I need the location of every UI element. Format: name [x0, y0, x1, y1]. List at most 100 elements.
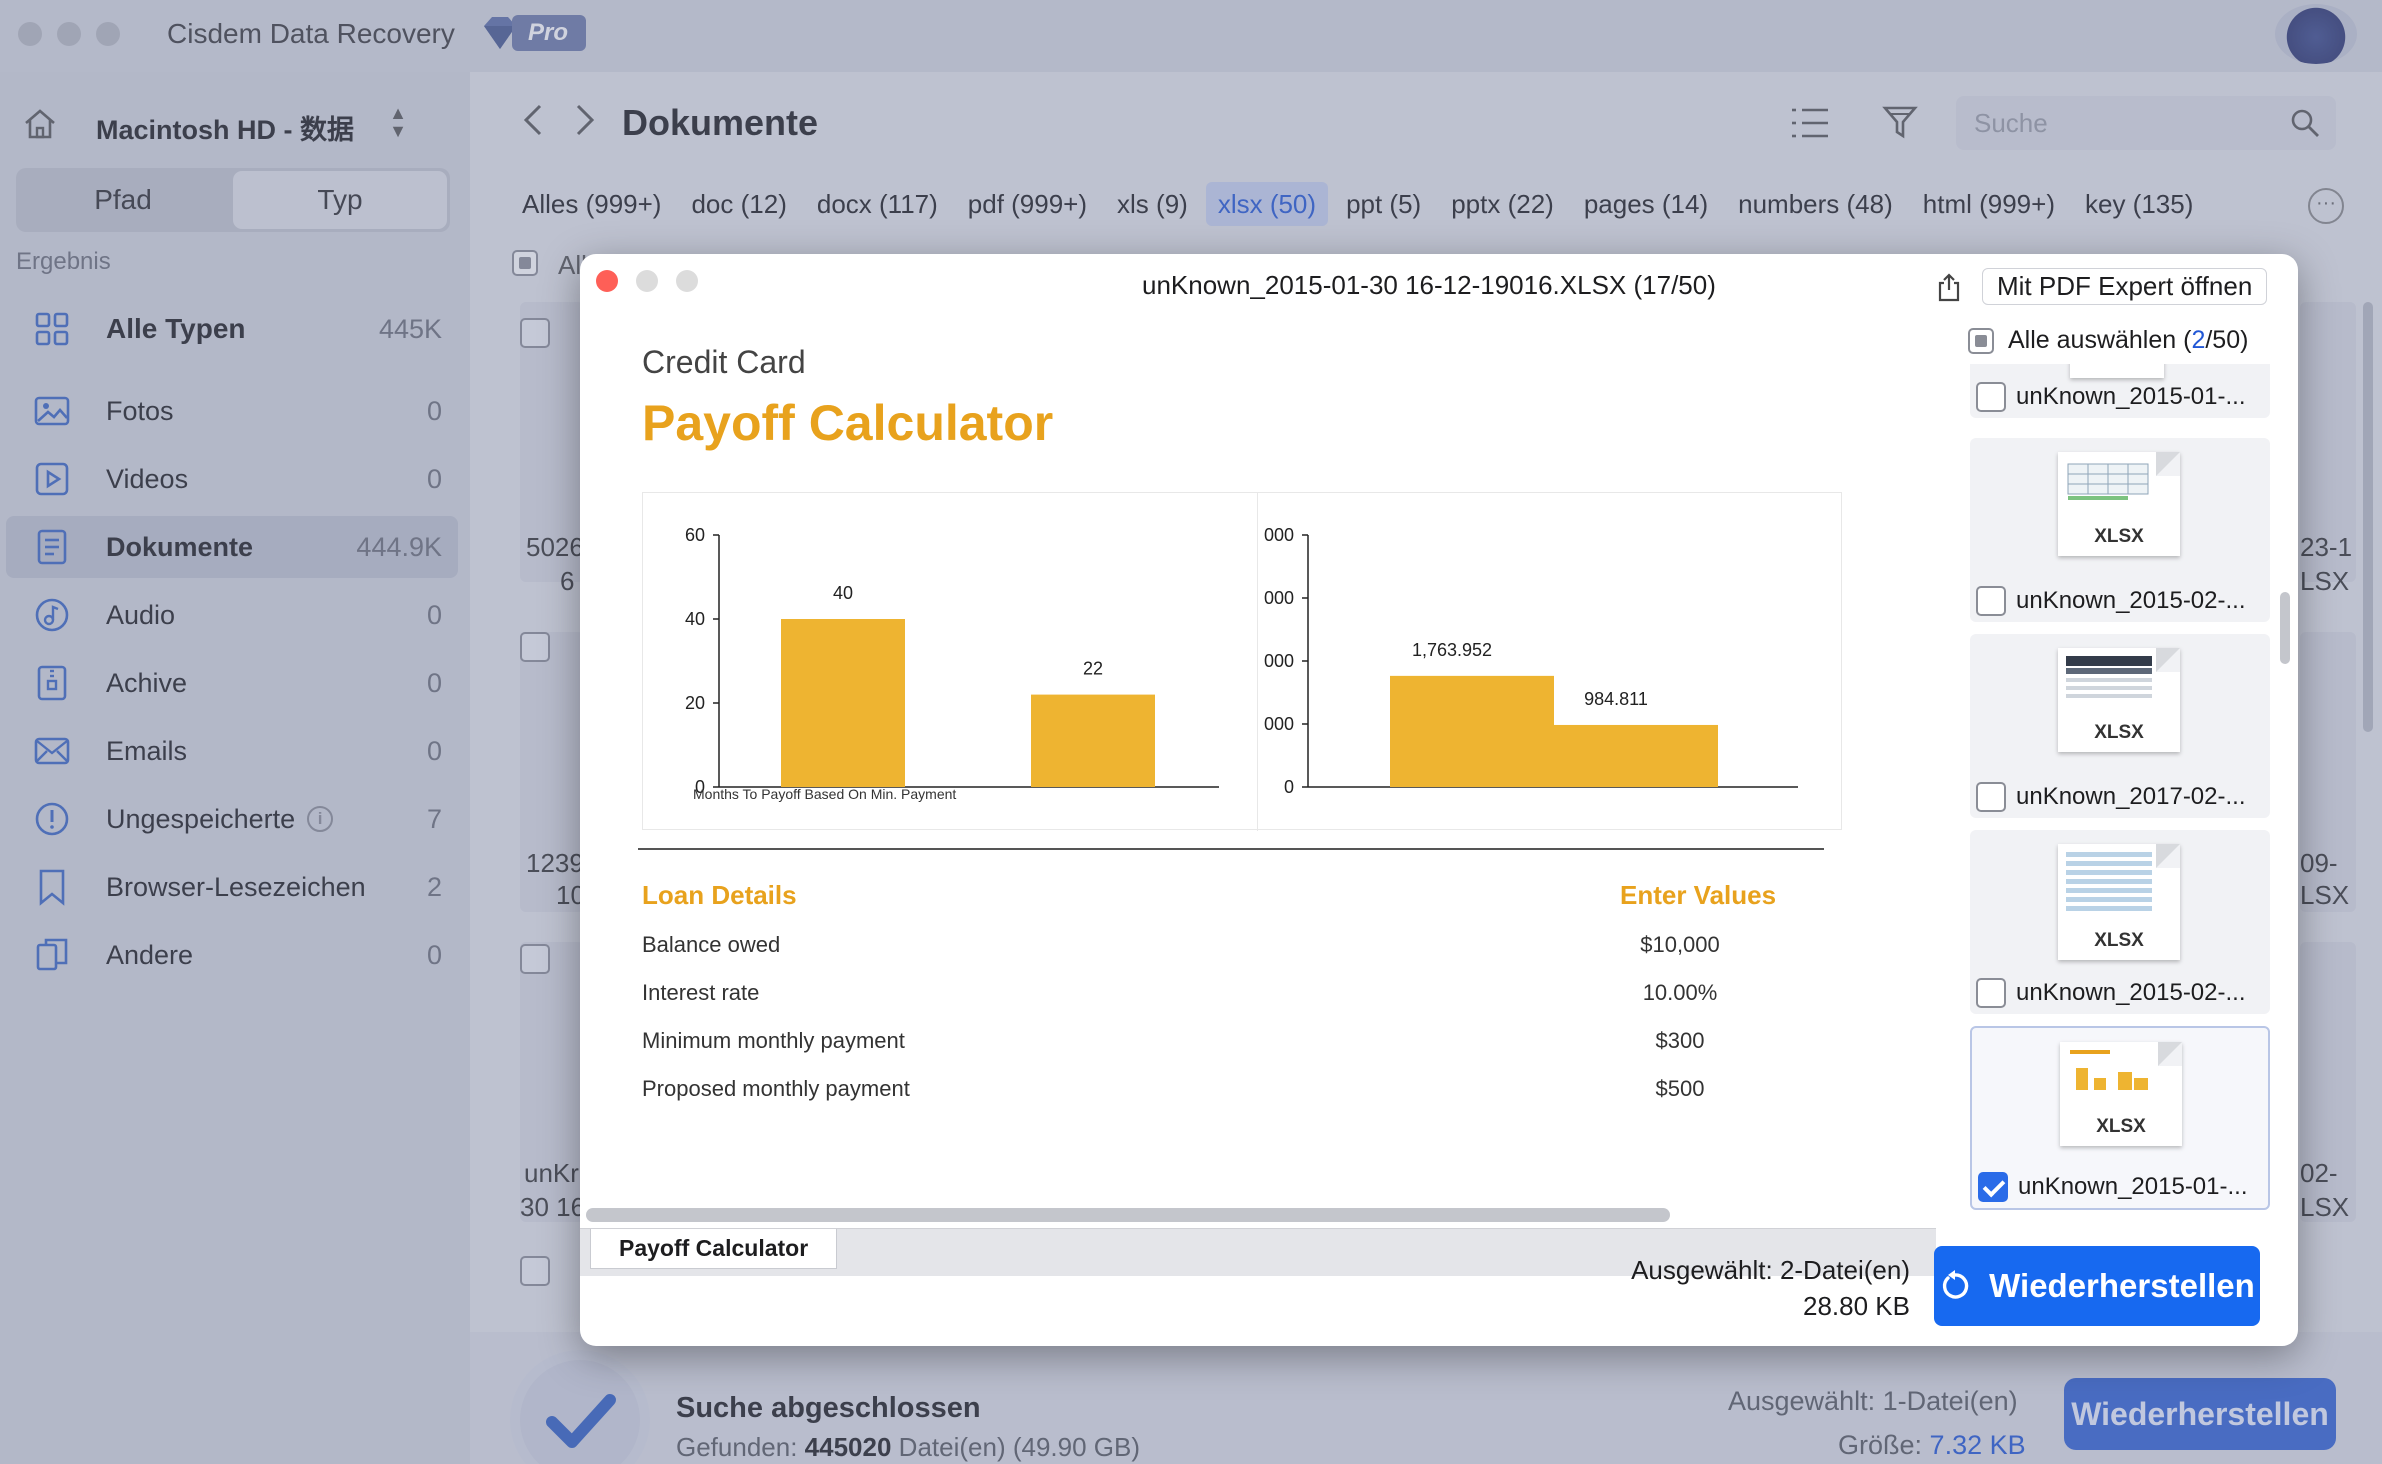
sidebar-item-unsaved[interactable]: Ungespeicherte i 7: [6, 788, 458, 850]
file-card[interactable]: [520, 302, 584, 582]
thumbnail-scrollbar[interactable]: [2280, 592, 2290, 664]
thumbnail-name: unKnown_2015-01-...: [2018, 1173, 2248, 1200]
tab-all[interactable]: Alles (999+): [522, 188, 662, 219]
filetype-tabs: Alles (999+) doc (12) docx (117) pdf (99…: [510, 182, 2211, 226]
y-tick-label: 40: [685, 609, 705, 629]
back-icon[interactable]: [516, 100, 552, 140]
file-card[interactable]: [2300, 942, 2356, 1222]
select-all-row[interactable]: Alle auswählen (2/50): [1968, 326, 2248, 355]
sidebar-item-label: Emails: [106, 735, 188, 766]
sidebar-item-label: Alle Typen: [106, 313, 246, 344]
file-card[interactable]: [520, 942, 584, 1222]
thumbnail-checkbox-checked[interactable]: [1978, 1172, 2008, 1202]
chevron-updown-icon[interactable]: ▲ ▼: [389, 103, 407, 141]
tab-ppt[interactable]: ppt (5): [1346, 188, 1422, 219]
minimize-window-button[interactable]: [57, 22, 81, 46]
file-checkbox[interactable]: [520, 944, 550, 974]
sidebar-item-documents[interactable]: Dokumente 444.9K: [6, 516, 458, 578]
y-tick-label: 000: [1264, 651, 1294, 671]
sidebar-item-all-types[interactable]: Alle Typen 445K: [6, 298, 458, 360]
file-name: 02-: [2300, 1158, 2338, 1188]
sidebar-item-audio[interactable]: Audio 0: [6, 584, 458, 646]
thumbnail-item[interactable]: unKnown_2015-01-...: [1970, 364, 2270, 418]
file-checkbox[interactable]: [520, 1256, 550, 1286]
sidebar-item-bookmarks[interactable]: Browser-Lesezeichen 2: [6, 856, 458, 918]
sidebar-item-emails[interactable]: Emails 0: [6, 720, 458, 782]
segment-type[interactable]: Typ: [233, 171, 447, 229]
file-card[interactable]: [520, 632, 584, 912]
file-checkbox[interactable]: [520, 632, 550, 662]
thumbnail-checkbox[interactable]: [1976, 782, 2006, 812]
more-options-icon[interactable]: ···: [2308, 188, 2344, 224]
tab-doc[interactable]: doc (12): [691, 188, 787, 219]
thumbnail-item[interactable]: XLSX unKnown_2015-02-...: [1970, 830, 2270, 1014]
share-icon[interactable]: [1936, 272, 1962, 302]
file-card[interactable]: [2300, 302, 2356, 582]
pro-badge[interactable]: Pro: [478, 14, 587, 52]
status-found: Gefunden: 445020 Datei(en) (49.90 GB): [676, 1432, 1141, 1462]
file-checkbox[interactable]: [520, 318, 550, 348]
filter-icon[interactable]: [1882, 104, 1918, 140]
sidebar-item-other[interactable]: Andere 0: [6, 924, 458, 986]
list-view-icon[interactable]: [1790, 106, 1830, 140]
close-window-button[interactable]: [18, 22, 42, 46]
main-scrollbar[interactable]: [2363, 302, 2373, 732]
forward-icon[interactable]: [566, 100, 602, 140]
bar: [1554, 724, 1718, 787]
sheet-horizontal-scrollbar[interactable]: [586, 1208, 1670, 1222]
thumbnail-item[interactable]: XLSX unKnown_2017-02-...: [1970, 634, 2270, 818]
file-name: 5026: [526, 532, 584, 562]
pro-label: Pro: [512, 15, 587, 51]
select-all-checkbox[interactable]: [512, 250, 538, 276]
search-icon[interactable]: [2290, 108, 2320, 138]
file-name: 1239: [526, 848, 584, 878]
tab-docx[interactable]: docx (117): [816, 188, 938, 219]
tab-numbers[interactable]: numbers (48): [1738, 188, 1893, 219]
tab-xlsx[interactable]: xlsx (50): [1205, 182, 1329, 226]
tab-pdf[interactable]: pdf (999+): [967, 188, 1088, 219]
sheet-title: Payoff Calculator: [642, 395, 1054, 451]
bar-data-label: 984.811: [1584, 689, 1648, 709]
segment-path[interactable]: Pfad: [94, 184, 152, 215]
search-input[interactable]: [1974, 106, 2274, 140]
toolbar: Dokumente: [470, 72, 2382, 162]
tab-xls[interactable]: xls (9): [1117, 188, 1188, 219]
sidebar-item-videos[interactable]: Videos 0: [6, 448, 458, 510]
restore-button-main[interactable]: Wiederherstellen: [2064, 1378, 2336, 1450]
xlsx-file-icon: XLSX: [2058, 648, 2180, 752]
zoom-window-button[interactable]: [96, 22, 120, 46]
user-avatar[interactable]: [2275, 4, 2357, 64]
tab-pptx[interactable]: pptx (22): [1451, 188, 1554, 219]
close-dialog-button[interactable]: [596, 270, 618, 292]
sidebar-item-count: 444.9K: [356, 531, 442, 562]
sidebar-item-archive[interactable]: Achive 0: [6, 652, 458, 714]
thumbnail-item[interactable]: XLSX unKnown_2015-02-...: [1970, 438, 2270, 622]
open-with-pdf-expert-button[interactable]: Mit PDF Expert öffnen: [1982, 268, 2268, 305]
info-icon[interactable]: i: [307, 806, 334, 832]
thumbnail-checkbox[interactable]: [1976, 978, 2006, 1008]
tab-html[interactable]: html (999+): [1922, 188, 2055, 219]
thumbnail-checkbox[interactable]: [1976, 382, 2006, 412]
sidebar-item-photos[interactable]: Fotos 0: [6, 380, 458, 442]
status-bar: Suche abgeschlossen Gefunden: 445020 Dat…: [470, 1332, 2382, 1464]
diamond-icon: [484, 17, 516, 49]
archive-icon: [37, 665, 67, 701]
thumbnail-name: unKnown_2015-02-...: [2016, 979, 2246, 1006]
thumbnail-row: unKnown_2015-01-...: [1978, 1172, 2248, 1202]
disk-selector[interactable]: Macintosh HD - 数据 ▲ ▼: [0, 92, 470, 154]
thumbnail-item-selected[interactable]: XLSX unKnown_2015-01-...: [1970, 1026, 2270, 1210]
file-card[interactable]: [2300, 632, 2356, 912]
restore-button[interactable]: Wiederherstellen: [1934, 1246, 2260, 1326]
sheet-tab-payoff-calculator[interactable]: Payoff Calculator: [590, 1229, 838, 1269]
restore-icon: [1943, 1270, 1969, 1299]
email-icon: [34, 737, 70, 765]
thumbnail-checkbox[interactable]: [1976, 586, 2006, 616]
sidebar-item-label: Achive: [106, 667, 188, 698]
audio-icon: [35, 598, 69, 632]
tab-pages[interactable]: pages (14): [1583, 188, 1709, 219]
y-tick-label: 000: [1264, 588, 1294, 608]
tab-key[interactable]: key (135): [2085, 188, 2194, 219]
file-name: 23-1: [2300, 532, 2353, 562]
select-all-checkbox[interactable]: [1968, 327, 1994, 354]
